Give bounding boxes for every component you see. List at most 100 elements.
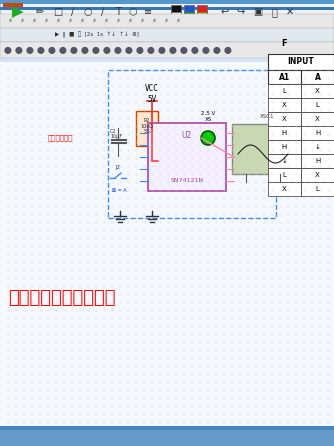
Text: ↓: ↓ [315,144,320,150]
Text: VCC
5V: VCC 5V [145,84,159,104]
Text: X: X [315,88,320,94]
Text: □: □ [53,7,63,17]
Bar [0,0,334,55]
Bar [0,426,334,446]
Text: ⚡: ⚡ [20,18,24,24]
Bar [0,0,334,4]
Text: R2
10kΩ
5%: R2 10kΩ 5% [141,118,153,134]
Text: ⬤: ⬤ [81,46,89,54]
Text: T: T [115,7,121,17]
Text: ⚡: ⚡ [140,18,144,24]
Bar [0,28,334,42]
Text: ⬤: ⬤ [15,46,23,54]
Bar [301,98,334,112]
Text: INPUT: INPUT [288,58,314,66]
Bar [301,112,334,126]
Bar [184,5,194,13]
Bar [268,84,301,98]
Bar [268,112,301,126]
Text: ⚡: ⚡ [116,18,121,24]
Text: ⬤: ⬤ [169,46,177,54]
Bar [0,42,334,58]
Text: ⬤: ⬤ [191,46,199,54]
Text: ⬤: ⬤ [224,46,232,54]
Text: H: H [315,158,320,164]
Bar [268,70,301,84]
Text: ⚡: ⚡ [152,18,156,24]
Bar [268,168,301,182]
Text: ▣: ▣ [254,7,263,17]
Text: ↩: ↩ [221,7,229,17]
Text: F: F [282,39,287,48]
Text: ⬤: ⬤ [158,46,166,54]
Text: XSC1: XSC1 [260,114,274,119]
Text: ⬤: ⬤ [147,46,155,54]
Text: /: / [102,7,105,17]
Text: ⚡: ⚡ [92,18,97,24]
Text: ⚡: ⚡ [67,18,72,24]
Bar [268,140,301,154]
Text: H: H [282,130,287,136]
Text: 🔍: 🔍 [271,7,277,17]
Bar [268,182,301,196]
Text: X: X [282,116,287,122]
Text: X: X [315,116,320,122]
Text: X: X [282,186,287,192]
Text: H: H [282,144,287,150]
Text: C2
10μF: C2 10μF [110,128,122,140]
Text: ▶: ▶ [12,4,24,20]
Text: ⬤: ⬤ [4,46,12,54]
Bar [301,84,334,98]
Text: ⬤: ⬤ [48,46,56,54]
Text: J2: J2 [116,165,121,170]
Bar [0,7,334,10]
Text: A: A [315,73,320,82]
Text: ≡: ≡ [144,7,152,17]
Text: L: L [316,102,319,108]
Text: ⬤: ⬤ [26,46,34,54]
Text: X: X [282,102,287,108]
Text: 单稳态的时间: 单稳态的时间 [48,135,73,141]
Text: ⬤: ⬤ [70,46,78,54]
Bar [184,12,194,20]
Text: ⬤: ⬤ [114,46,122,54]
Text: U2: U2 [182,131,192,140]
Text: ⚡: ⚡ [8,18,12,24]
Bar [301,168,334,182]
Bar [0,426,334,430]
Bar [268,126,301,140]
Bar [136,111,158,146]
Text: ⬡: ⬡ [129,7,137,17]
Text: 重复触发单稳态触发器: 重复触发单稳态触发器 [8,289,116,307]
Bar [155,434,185,440]
Text: L: L [316,186,319,192]
Text: L: L [283,172,287,178]
Bar [301,70,334,84]
Bar [0,62,334,426]
Text: ✏: ✏ [36,7,44,17]
Bar [232,124,302,174]
Text: ⚡: ⚡ [79,18,85,24]
Text: ⬤: ⬤ [180,46,188,54]
Bar [197,5,207,13]
Text: ⚡: ⚡ [104,18,109,24]
Bar [301,154,334,168]
Text: ⚡: ⚡ [128,18,133,24]
Text: A1: A1 [279,73,290,82]
Text: SN74121N: SN74121N [170,178,203,183]
Text: 2.5 V
XS: 2.5 V XS [201,111,215,122]
Text: ⬤: ⬤ [213,46,221,54]
Bar [268,154,301,168]
Text: L: L [283,88,287,94]
Text: ⬤: ⬤ [59,46,67,54]
Text: ⬤: ⬤ [136,46,144,54]
Text: H: H [315,130,320,136]
Text: ○: ○ [84,7,92,17]
Text: ⚡: ⚡ [164,18,168,24]
Text: ⚡: ⚡ [55,18,60,24]
Text: X: X [315,172,320,178]
Text: ⬤: ⬤ [125,46,133,54]
Bar [301,140,334,154]
Bar [0,14,334,28]
Text: ⚡: ⚡ [176,18,180,24]
